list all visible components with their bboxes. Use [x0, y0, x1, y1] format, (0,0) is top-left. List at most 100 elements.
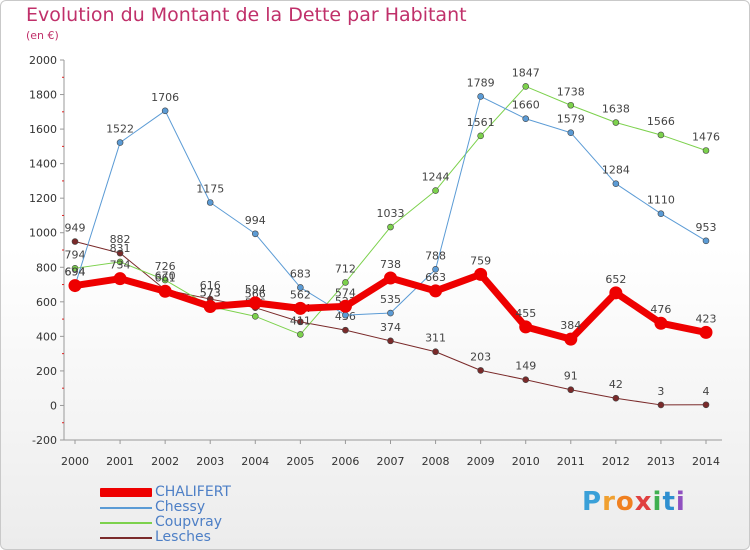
data-label-chalifert: 661 [155, 271, 176, 284]
y-tick-label: 1000 [29, 227, 57, 240]
y-tick-label: 2000 [29, 54, 57, 67]
data-point-coupvray [71, 265, 79, 272]
legend-item-lesches: Lesches [100, 529, 320, 546]
legend-swatch-chessy [100, 507, 152, 509]
x-tick-label: 2010 [512, 455, 540, 468]
data-point-chessy [206, 199, 214, 206]
data-point-coupvray [522, 83, 530, 90]
data-point-chessy [387, 309, 394, 317]
data-label-chessy: 1110 [647, 194, 675, 207]
data-point-coupvray [612, 119, 620, 126]
data-label-chessy: 1660 [512, 99, 540, 112]
data-point-lesches [387, 337, 394, 345]
data-point-chalifert [203, 299, 217, 313]
data-point-lesches [432, 348, 439, 356]
data-label-coupvray: 794 [65, 248, 86, 261]
data-point-chessy [297, 284, 304, 291]
logo-letter: r [602, 487, 616, 517]
data-label-lesches: 670 [155, 270, 176, 283]
x-tick-label: 2011 [557, 455, 585, 468]
data-point-lesches [612, 394, 620, 402]
data-label-lesches: 42 [609, 378, 623, 391]
logo-letter: P [582, 487, 603, 517]
data-point-coupvray [702, 147, 710, 154]
data-point-lesches [71, 238, 79, 245]
x-tick-label: 2001 [106, 455, 134, 468]
legend-swatch-coupvray [100, 522, 152, 524]
x-tick-label: 2004 [241, 455, 269, 468]
data-label-chessy: 1789 [467, 76, 495, 89]
data-label-coupvray: 831 [110, 242, 131, 255]
y-tick-label: 0 [50, 399, 57, 412]
data-label-chessy: 1175 [196, 183, 224, 196]
data-point-chalifert [519, 320, 533, 334]
x-tick-label: 2003 [196, 455, 224, 468]
data-label-chessy: 994 [245, 214, 266, 227]
logo-letter: x [634, 487, 653, 517]
data-point-chessy [477, 93, 484, 100]
data-label-chalifert: 476 [650, 303, 671, 316]
data-point-coupvray [297, 331, 304, 338]
chart-subtitle: (en €) [26, 29, 59, 42]
data-point-chessy [702, 237, 710, 245]
data-point-lesches [567, 386, 575, 394]
data-label-chessy: 1706 [151, 91, 179, 104]
proxiti-logo: Proxiti [582, 487, 686, 517]
data-point-chalifert [654, 316, 668, 330]
data-label-chalifert: 694 [65, 266, 86, 279]
data-label-lesches: 4 [703, 385, 710, 398]
data-point-chalifert [699, 325, 713, 339]
data-label-chessy: 1522 [106, 123, 134, 136]
data-label-lesches: 949 [65, 222, 86, 235]
data-label-chalifert: 574 [335, 286, 356, 299]
data-label-chessy: 788 [425, 249, 446, 262]
data-label-coupvray: 573 [200, 286, 221, 299]
data-point-chalifert [113, 272, 127, 286]
data-point-chalifert [474, 267, 488, 281]
data-label-lesches: 3 [657, 385, 664, 398]
data-point-chessy [657, 210, 665, 218]
data-point-coupvray [251, 313, 259, 320]
data-point-chessy [116, 139, 124, 146]
x-tick-label: 2006 [331, 455, 359, 468]
data-label-chalifert: 384 [560, 319, 581, 332]
data-point-chessy [251, 230, 259, 238]
logo-letter: i [675, 487, 686, 517]
data-label-lesches: 91 [564, 370, 578, 383]
data-point-chalifert [68, 279, 82, 293]
data-point-lesches [116, 249, 124, 257]
x-tick-label: 2013 [647, 455, 675, 468]
y-tick-label: 400 [36, 330, 57, 343]
y-tick-label: 1600 [29, 123, 57, 136]
data-point-chalifert [384, 271, 397, 285]
data-point-chalifert [293, 301, 307, 315]
y-tick-label: 1800 [29, 89, 57, 102]
data-label-chalifert: 573 [200, 286, 221, 299]
x-tick-label: 2014 [692, 455, 720, 468]
data-label-chalifert: 759 [470, 254, 491, 267]
data-label-lesches: 149 [515, 360, 536, 373]
data-label-chalifert: 455 [515, 307, 536, 320]
y-tick-label: -200 [32, 434, 57, 447]
data-label-chalifert: 562 [290, 288, 311, 301]
data-point-chessy [567, 129, 575, 137]
data-label-chalifert: 734 [110, 259, 131, 272]
legend-label-chalifert: CHALIFERT [155, 484, 231, 500]
data-label-coupvray: 411 [290, 314, 311, 327]
logo-letter: i [652, 487, 663, 517]
data-point-chalifert [564, 332, 578, 346]
legend-item-coupvray: Coupvray [100, 514, 320, 531]
data-label-coupvray: 1738 [557, 85, 585, 98]
data-point-lesches [522, 376, 530, 384]
data-label-coupvray: 726 [155, 260, 176, 273]
data-point-chessy [612, 180, 620, 187]
data-point-lesches [297, 318, 304, 326]
data-label-chessy: 535 [380, 293, 401, 306]
legend-label-lesches: Lesches [155, 529, 211, 545]
data-point-chalifert [429, 284, 443, 298]
x-tick-label: 2007 [377, 455, 405, 468]
data-point-lesches [702, 401, 710, 409]
legend-swatch-chalifert [100, 488, 152, 497]
data-point-lesches [342, 326, 349, 334]
